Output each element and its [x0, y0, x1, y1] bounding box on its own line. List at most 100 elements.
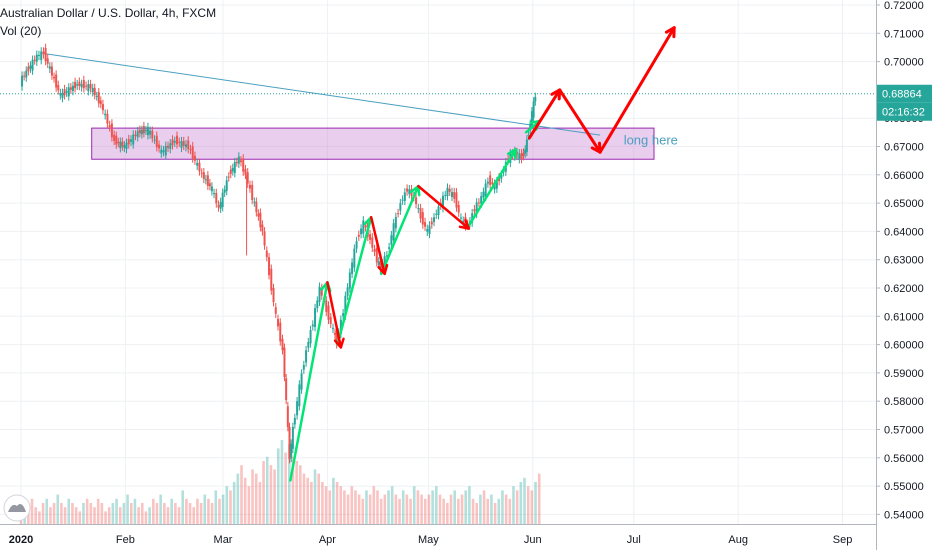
- price-axis: 0.720000.710000.700000.680000.670000.660…: [876, 0, 932, 550]
- volume-bar: [398, 498, 401, 524]
- y-tick-label: 0.72000: [884, 0, 924, 12]
- y-tick-label: 0.56000: [884, 453, 924, 465]
- candle-body: [302, 365, 305, 370]
- candle-body: [219, 201, 222, 209]
- candle-body: [283, 347, 286, 378]
- candle-body: [255, 201, 258, 213]
- candle-body: [69, 87, 72, 90]
- candle-body: [253, 201, 256, 203]
- candle-body: [215, 193, 218, 204]
- volume-bar: [82, 503, 85, 524]
- volume-bar: [442, 498, 445, 524]
- volume-bar: [332, 477, 335, 524]
- volume-bar: [464, 490, 468, 524]
- candle-body: [76, 84, 79, 86]
- volume-bar: [236, 473, 240, 524]
- candle-body: [134, 134, 137, 136]
- candle-body: [231, 168, 234, 172]
- volume-bar: [354, 490, 357, 524]
- volume-bar: [394, 494, 398, 524]
- candle-body: [441, 195, 444, 209]
- candle-body: [475, 202, 478, 214]
- volume-bar: [482, 490, 486, 524]
- projection-arrow-shaft: [558, 88, 602, 154]
- volume-bar: [405, 494, 409, 524]
- up-arrow: [467, 148, 518, 227]
- down-arrow-head: [458, 218, 471, 230]
- price-axis-bg: [876, 0, 932, 550]
- candle-body: [113, 134, 116, 141]
- candle-body: [455, 192, 458, 208]
- volume-bar: [93, 507, 96, 524]
- volume-bar: [368, 494, 372, 524]
- candle-body: [500, 174, 503, 179]
- candle-body: [127, 139, 130, 145]
- logo-cloud-icon: [8, 504, 26, 512]
- volume-bar: [118, 507, 122, 524]
- y-tick-label: 0.63000: [884, 255, 924, 267]
- candle-body: [151, 130, 154, 139]
- candle-body: [204, 179, 207, 181]
- last-price-tag: [877, 84, 932, 103]
- candle-body: [498, 177, 501, 182]
- volume-bar: [188, 503, 192, 524]
- x-tick-label: 2020: [9, 534, 33, 546]
- candle-body: [121, 141, 124, 147]
- candle-body: [123, 145, 126, 148]
- volume-bar: [52, 503, 56, 524]
- candle-body: [104, 113, 107, 116]
- candle-body: [417, 208, 420, 210]
- volume-bar: [416, 490, 420, 524]
- candle-body: [99, 100, 102, 105]
- volume-bar: [163, 503, 166, 524]
- candle-body: [274, 307, 277, 314]
- volume-bar: [376, 490, 379, 524]
- y-tick-label: 0.61000: [884, 311, 924, 323]
- candle-body: [178, 141, 181, 143]
- volume-bar: [133, 498, 137, 524]
- candle-body: [403, 192, 406, 201]
- candle-body: [248, 184, 251, 189]
- candle-body: [453, 192, 456, 199]
- volume-bar: [269, 465, 273, 524]
- volume-bar: [181, 490, 185, 524]
- volume-bar: [409, 498, 412, 524]
- candle-body: [272, 288, 275, 303]
- volume-indicator-label: Vol (20): [0, 24, 42, 38]
- candle-body: [462, 220, 465, 223]
- candle-body: [146, 126, 149, 136]
- candle-body: [221, 192, 224, 208]
- x-tick-label: Sep: [833, 534, 853, 546]
- candle-body: [375, 248, 378, 263]
- volume-bar: [343, 490, 346, 524]
- candle-body: [339, 319, 342, 334]
- volume-bar: [515, 490, 519, 524]
- candle-body: [125, 142, 128, 150]
- candle-body: [379, 261, 382, 270]
- volume-bar: [321, 482, 324, 524]
- volume-bar: [254, 473, 258, 524]
- candle-body: [46, 58, 49, 64]
- candle-body: [210, 186, 213, 192]
- down-arrow: [417, 184, 471, 230]
- volume-bar: [423, 498, 427, 524]
- candle-body: [495, 181, 498, 189]
- candle-body: [140, 129, 143, 135]
- candle-body: [369, 234, 372, 240]
- candle-body: [229, 169, 232, 174]
- candle-body: [239, 160, 242, 163]
- y-tick-label: 0.67000: [884, 142, 924, 154]
- volume-bar: [471, 498, 475, 524]
- volume-bar: [317, 473, 320, 524]
- volume-bar: [192, 507, 196, 524]
- candle-body: [106, 113, 109, 124]
- countdown-tag: [877, 102, 932, 121]
- volume-bar: [207, 498, 210, 524]
- candle-body: [342, 313, 345, 316]
- volume-bar: [435, 486, 438, 524]
- volume-bar: [122, 503, 126, 524]
- volume-bar: [512, 486, 515, 524]
- candle-body: [529, 123, 532, 130]
- volume-bar: [232, 482, 236, 524]
